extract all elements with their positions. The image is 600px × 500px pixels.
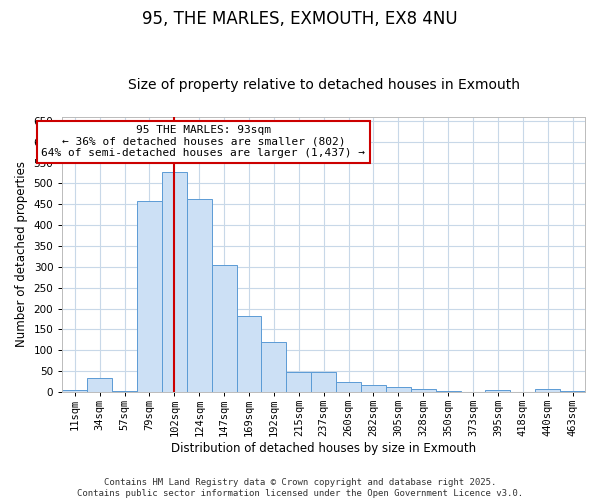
Bar [436,391,461,392]
Text: 95, THE MARLES, EXMOUTH, EX8 4NU: 95, THE MARLES, EXMOUTH, EX8 4NU [142,10,458,28]
Y-axis label: Number of detached properties: Number of detached properties [15,162,28,348]
Bar [112,390,137,392]
Bar [62,390,87,392]
Text: Contains HM Land Registry data © Crown copyright and database right 2025.
Contai: Contains HM Land Registry data © Crown c… [77,478,523,498]
Bar [311,372,336,392]
Bar [336,382,361,392]
Bar [236,316,262,392]
Bar [262,342,286,392]
Bar [361,386,386,392]
Bar [386,388,411,392]
X-axis label: Distribution of detached houses by size in Exmouth: Distribution of detached houses by size … [171,442,476,455]
Bar [87,378,112,392]
Bar [411,389,436,392]
Bar [535,390,560,392]
Text: 95 THE MARLES: 93sqm
← 36% of detached houses are smaller (802)
64% of semi-deta: 95 THE MARLES: 93sqm ← 36% of detached h… [41,125,365,158]
Bar [212,265,236,392]
Bar [286,372,311,392]
Bar [560,391,585,392]
Title: Size of property relative to detached houses in Exmouth: Size of property relative to detached ho… [128,78,520,92]
Bar [187,200,212,392]
Bar [137,202,162,392]
Bar [162,172,187,392]
Bar [485,390,511,392]
